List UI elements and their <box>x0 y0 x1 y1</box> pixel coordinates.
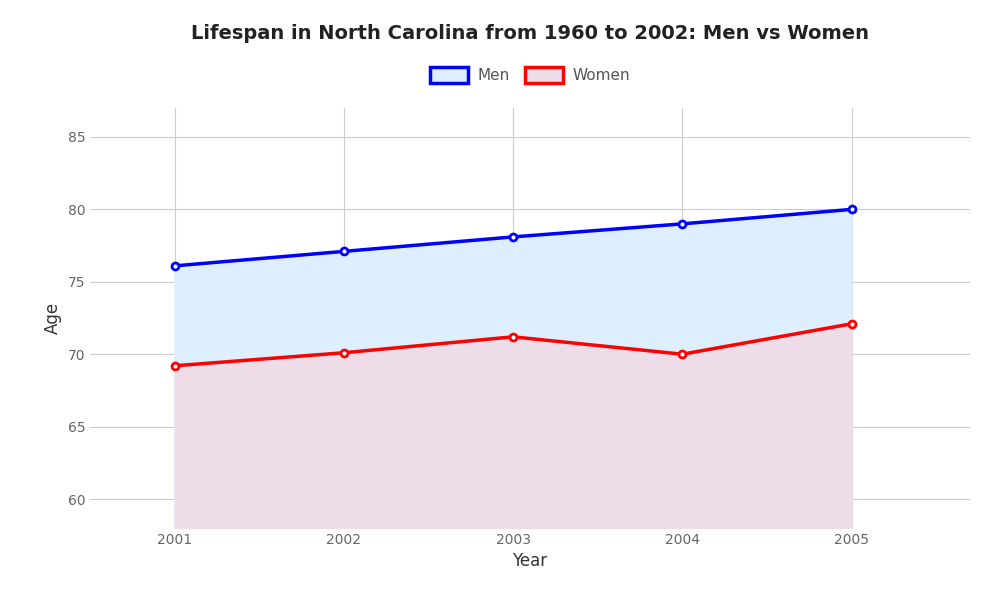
Y-axis label: Age: Age <box>44 302 62 334</box>
Title: Lifespan in North Carolina from 1960 to 2002: Men vs Women: Lifespan in North Carolina from 1960 to … <box>191 23 869 43</box>
X-axis label: Year: Year <box>512 553 548 571</box>
Legend: Men, Women: Men, Women <box>424 61 636 89</box>
